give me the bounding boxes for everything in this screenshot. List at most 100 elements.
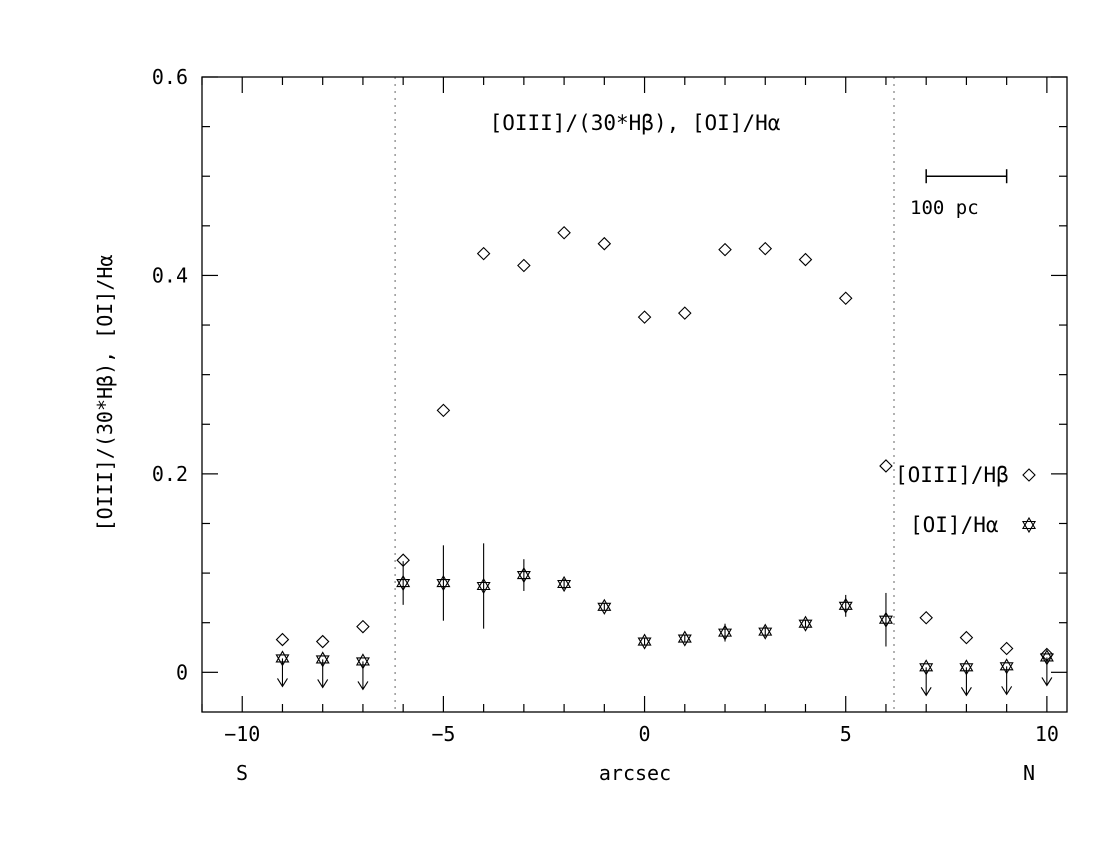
oi-halpha-point (758, 623, 773, 640)
scale-bar-label: 100 pc (910, 197, 979, 219)
upper-limit-arrowhead (1001, 686, 1013, 696)
star-triangle-up (315, 651, 330, 664)
oi-halpha-point (838, 597, 853, 614)
star-triangle-down (999, 662, 1014, 675)
oiii-hbeta-point (557, 225, 571, 240)
oi-halpha-point (999, 658, 1014, 675)
oiii-hbeta-point (436, 403, 451, 418)
star-triangle-up (999, 658, 1014, 671)
oi-halpha-point (396, 574, 411, 592)
star-triangle-up (396, 574, 411, 588)
y-tick-label: 0.4 (152, 263, 188, 287)
star-triangle-down (677, 634, 692, 647)
oiii-hbeta-point (959, 630, 974, 645)
direction-label-south: S (236, 761, 248, 785)
oi-halpha-point (315, 651, 330, 668)
star-triangle-down (396, 578, 411, 592)
oi-halpha-point (718, 624, 733, 641)
star-triangle-down (436, 578, 451, 592)
star-triangle-up (919, 659, 934, 672)
upper-limit-arrowhead (317, 679, 329, 689)
upper-limit-arrowhead (1041, 677, 1053, 687)
star-triangle-down (758, 627, 773, 640)
star-triangle-up (436, 574, 451, 588)
oiii-hbeta-point (798, 252, 813, 267)
x-tick-label: 10 (1035, 722, 1059, 746)
upper-limit-arrowhead (276, 678, 288, 688)
star-triangle-down (476, 581, 491, 595)
star-triangle-up (1039, 649, 1054, 662)
star-triangle-down (1039, 653, 1054, 666)
star-triangle-down (798, 619, 813, 632)
star-triangle-down (355, 657, 370, 670)
x-tick-label: −10 (224, 722, 260, 746)
oiii-hbeta-point (678, 306, 692, 320)
legend-marker-star (1021, 516, 1037, 534)
oi-halpha-point (1039, 649, 1054, 666)
oi-halpha-point (878, 611, 893, 628)
star-triangle-up (959, 659, 974, 672)
oiii-hbeta-point (758, 241, 773, 256)
star-triangle-down (1021, 520, 1037, 534)
star-triangle-down (959, 663, 974, 676)
upper-limit-arrowhead (960, 687, 972, 697)
star-triangle-up (476, 577, 491, 591)
star-triangle-up (355, 653, 370, 666)
oi-halpha-point (798, 615, 813, 632)
oiii-hbeta-point (637, 310, 652, 324)
oi-halpha-point (436, 574, 451, 592)
x-tick-label: 0 (639, 722, 651, 746)
star-triangle-up (878, 611, 893, 624)
oi-halpha-point (919, 659, 934, 676)
star-triangle-up (758, 623, 773, 636)
oiii-hbeta-point (919, 610, 933, 625)
x-tick-label: 5 (840, 722, 852, 746)
x-axis-title: arcsec (599, 761, 671, 785)
star-triangle-down (315, 655, 330, 668)
star-triangle-down (597, 602, 612, 615)
star-triangle-down (516, 571, 531, 584)
star-triangle-up (516, 566, 531, 580)
oi-halpha-point (557, 575, 572, 593)
oiii-hbeta-point (597, 236, 612, 251)
star-triangle-up (637, 633, 652, 646)
oiii-hbeta-point (275, 632, 290, 647)
star-triangle-up (677, 630, 692, 643)
oiii-hbeta-point (718, 242, 732, 257)
oi-halpha-point (516, 566, 531, 584)
oi-halpha-point (959, 659, 974, 676)
chart-title: [OIII]/(30*Hβ), [OI]/Hα (490, 111, 781, 135)
star-triangle-up (798, 615, 813, 628)
star-triangle-up (838, 597, 853, 610)
star-triangle-up (1021, 516, 1037, 530)
legend-label-oiii: [OIII]/Hβ (895, 463, 1009, 487)
star-triangle-down (838, 601, 853, 614)
oi-halpha-point (476, 577, 491, 595)
oi-halpha-point (597, 598, 612, 615)
plot-frame (201, 76, 1068, 713)
upper-limit-arrowhead (920, 687, 932, 697)
direction-label-north: N (1023, 761, 1035, 785)
y-tick-label: 0.2 (152, 462, 188, 486)
x-tick-label: −5 (431, 722, 455, 746)
oi-halpha-point (677, 630, 692, 647)
star-triangle-down (275, 654, 290, 667)
oiii-hbeta-point (476, 246, 491, 261)
star-triangle-down (557, 579, 572, 593)
oiii-hbeta-point (879, 459, 893, 473)
oiii-hbeta-point (999, 641, 1014, 656)
star-triangle-down (718, 628, 733, 641)
oiii-hbeta-point (315, 634, 330, 649)
oi-halpha-point (637, 633, 652, 650)
star-triangle-up (275, 650, 290, 663)
star-triangle-up (597, 598, 612, 611)
oi-halpha-point (275, 650, 290, 667)
y-tick-label: 0 (176, 660, 188, 684)
legend-label-oi: [OI]/Hα (910, 513, 999, 537)
oi-halpha-point (355, 653, 370, 670)
y-axis-title: [OIII]/(30*Hβ), [OI]/Hα (93, 255, 117, 532)
upper-limit-arrowhead (357, 681, 369, 691)
star-triangle-down (878, 615, 893, 628)
